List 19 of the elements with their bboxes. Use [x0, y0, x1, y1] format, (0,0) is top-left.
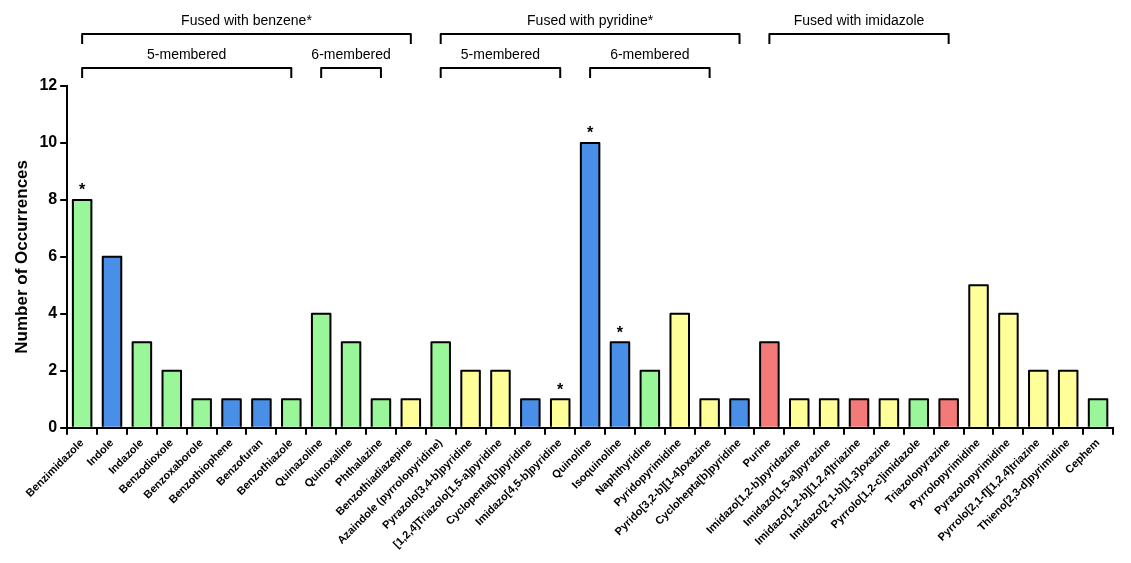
y-tick-label: 8	[48, 190, 58, 208]
text: Fused with benzene*	[181, 11, 313, 28]
text: 6-membered	[610, 45, 690, 62]
y-axis-title: Number of Occurrences	[11, 159, 31, 354]
annotation: *	[586, 124, 594, 142]
text: 5-membered	[460, 45, 541, 62]
y-tick-label: 10	[39, 133, 58, 151]
y-tick-label: 12	[39, 76, 58, 94]
text: 5-membered	[147, 45, 227, 62]
text: 6-membered	[311, 45, 391, 62]
annotation: *	[79, 181, 87, 199]
annotation: *	[557, 380, 565, 398]
y-tick-label: 0	[48, 418, 58, 436]
y-tick-label: 2	[48, 361, 58, 379]
y-tick-label: 6	[48, 247, 58, 265]
text: Fused with pyridine*	[527, 11, 654, 28]
text: Fused with imidazole	[793, 11, 925, 28]
y-tick-label: 4	[48, 304, 58, 322]
annotation: *	[616, 323, 624, 341]
